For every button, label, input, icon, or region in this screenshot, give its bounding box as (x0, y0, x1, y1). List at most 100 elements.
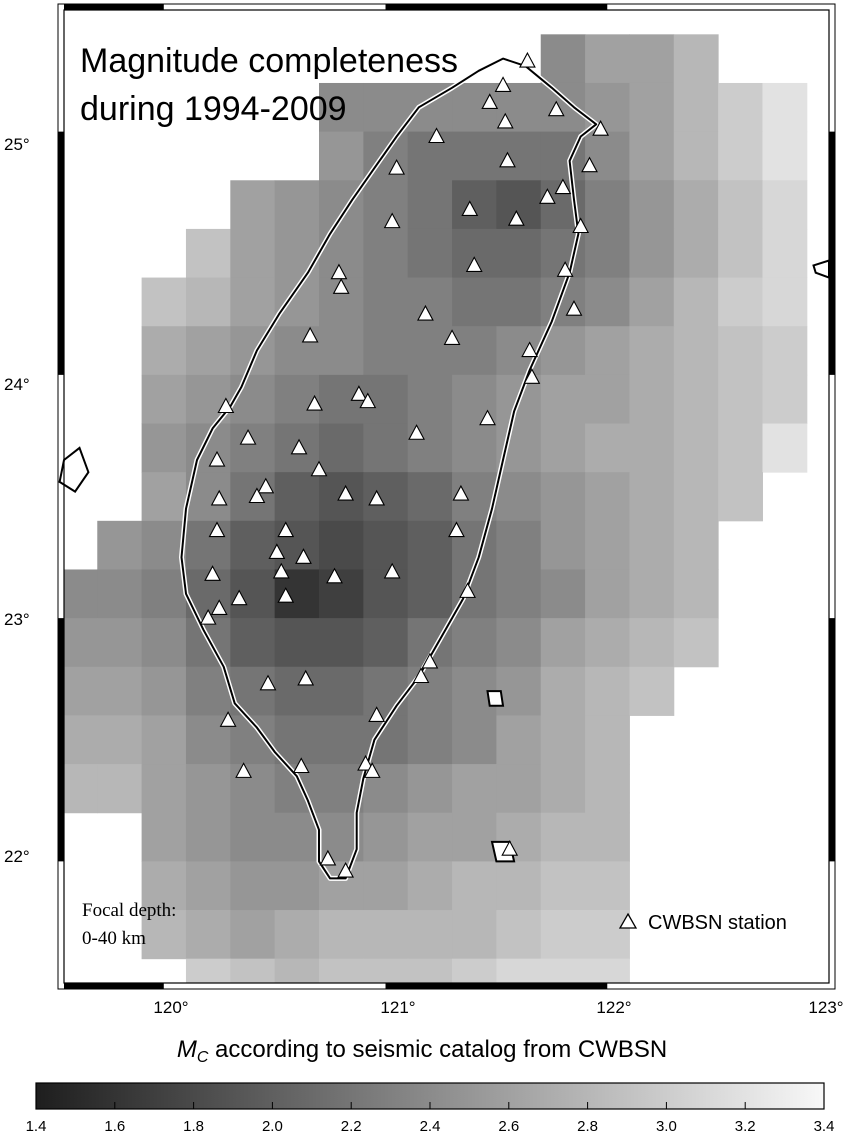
grid-cell (407, 812, 453, 862)
station-triangle (428, 127, 445, 144)
station-triangle (204, 565, 221, 581)
grid-cell (452, 180, 497, 230)
station-triangle (350, 385, 368, 401)
grid-cell (407, 715, 453, 765)
grid-cell (540, 374, 586, 425)
grid-cell (230, 618, 276, 668)
colorbar-tick-label: 1.8 (183, 1118, 204, 1135)
grid-cell (718, 423, 763, 473)
station-triangle (519, 51, 536, 68)
colorbar-tick-label: 2.4 (420, 1118, 441, 1135)
grid-cell (540, 618, 586, 668)
map-title-line-2: during 1994-2009 (80, 90, 347, 128)
grid-cell (363, 958, 409, 984)
grid-cell (185, 326, 231, 376)
grid-cell (540, 666, 586, 716)
grid-cell (629, 666, 675, 716)
grid-cell (230, 374, 276, 425)
station-triangle (199, 608, 217, 625)
grid-cell (274, 910, 320, 960)
grid-cell (407, 326, 453, 376)
grid-cell (718, 82, 763, 133)
grid-cell (64, 666, 98, 716)
grid-cell (762, 374, 808, 425)
grid-cell (585, 374, 630, 425)
station-triangle (459, 582, 476, 598)
grid-cell (585, 861, 630, 911)
grid-cell (319, 423, 364, 473)
station-triangle (297, 669, 315, 686)
grid-cell (230, 423, 276, 473)
grid-cell (274, 618, 320, 668)
colorbar-ticks: 1.4 1.6 1.8 2.0 2.2 2.4 2.6 2.8 3.0 3.2 3.4 (26, 1102, 834, 1135)
grid-cell (496, 958, 542, 984)
lon-tick-122: 122° (596, 998, 631, 1017)
focal-depth-label: Focal depth: (82, 900, 176, 921)
station-triangle (581, 156, 598, 173)
station-triangle (383, 212, 401, 229)
colorbar-tick-label: 2.6 (498, 1118, 519, 1135)
station-triangle (257, 477, 275, 494)
station-triangle (306, 394, 323, 411)
colorbar-title-symbol: M (177, 1036, 197, 1063)
grid-cell (585, 910, 630, 960)
station-triangle (494, 76, 512, 92)
grid-cell (407, 228, 453, 279)
grid-cell (585, 569, 630, 619)
grid-cell (141, 520, 187, 570)
grid-cell (718, 472, 763, 522)
station-triangle (417, 304, 434, 321)
frame-bar-lat (58, 618, 64, 862)
grid-cell (718, 131, 763, 181)
grid-cell (407, 374, 453, 425)
grid-cell (407, 180, 453, 230)
grid-cell (673, 520, 719, 570)
grid-cell (629, 131, 675, 181)
grid-cell (230, 812, 276, 862)
grid-cell (673, 180, 719, 230)
station-triangle (272, 562, 290, 579)
colorbar-tick-label: 3.0 (656, 1118, 677, 1135)
station-triangle (326, 567, 343, 584)
grid-cell (629, 618, 675, 668)
station-triangle (210, 489, 228, 506)
grid-cell (585, 472, 630, 522)
grid-cell (718, 326, 763, 376)
grid-cell (540, 82, 586, 133)
frame-bar-lat (829, 131, 835, 375)
station-triangle (330, 263, 348, 280)
grid-cell (64, 569, 98, 619)
colorbar-tick-label: 1.6 (104, 1118, 125, 1135)
station-triangle (310, 460, 328, 477)
station-triangle (295, 548, 312, 564)
station-triangle (388, 158, 406, 175)
grid-cell (496, 618, 542, 668)
station-triangle (523, 368, 541, 384)
grid-cell (185, 764, 231, 814)
station-triangle (499, 151, 516, 168)
grid-cell (319, 910, 364, 960)
station-triangle (259, 674, 277, 691)
grid-cell (185, 910, 231, 960)
station-triangle (501, 840, 519, 856)
grid-cell (97, 569, 143, 619)
grid-cell (496, 520, 542, 570)
grid-cell (185, 666, 231, 716)
lon-tick-120: 120° (153, 998, 188, 1017)
grid-cell (97, 715, 143, 765)
station-triangle (235, 762, 253, 778)
grid-cell (540, 423, 586, 473)
grid-cell (762, 326, 808, 376)
grid-cell (64, 764, 98, 814)
station-triangle (368, 489, 386, 506)
grid-cell (496, 569, 542, 619)
grid-cell (585, 34, 630, 84)
station-triangle (363, 762, 381, 778)
grid-cell (540, 910, 586, 960)
grid-cell (407, 472, 453, 522)
grid-cell (97, 764, 143, 814)
grid-cell (141, 861, 187, 911)
grid-cell (141, 472, 187, 522)
station-triangle (479, 409, 496, 426)
grid-cell (718, 277, 763, 327)
